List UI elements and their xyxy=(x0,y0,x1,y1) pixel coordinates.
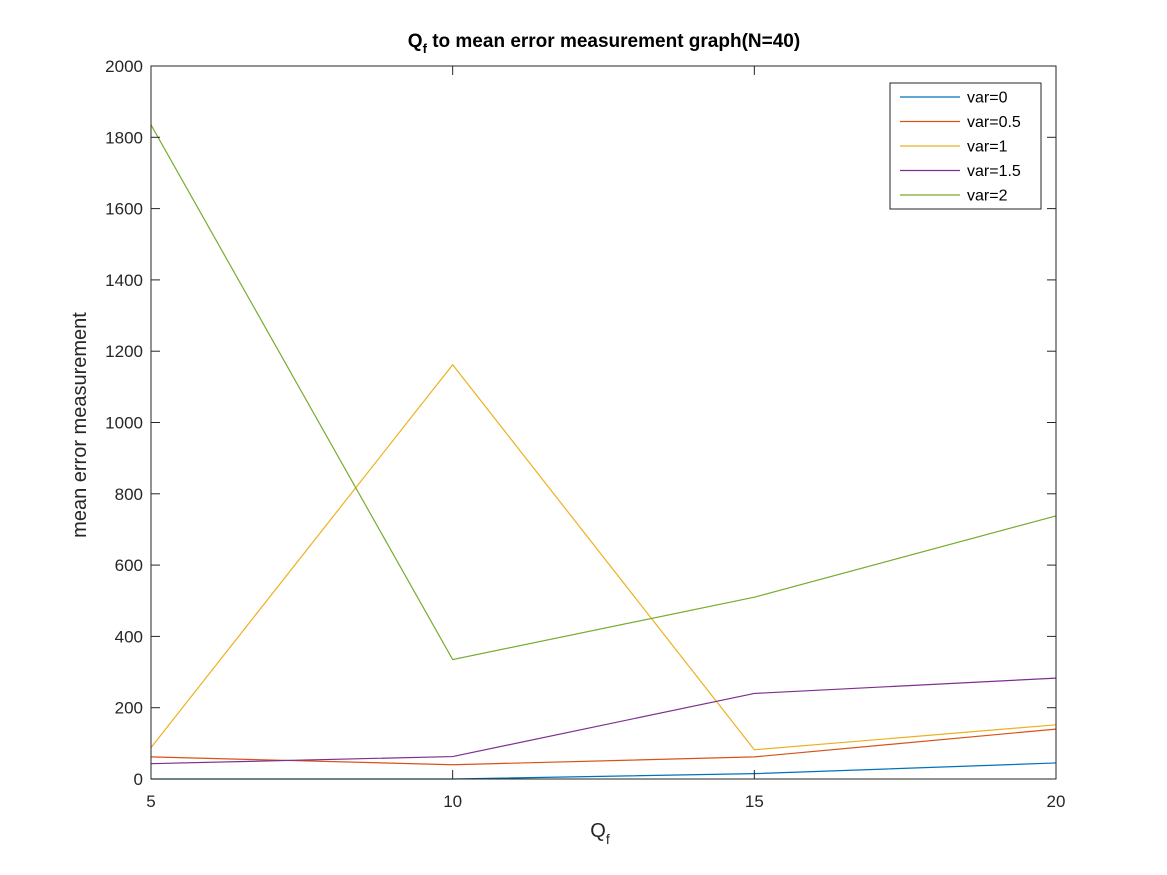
series-line-var-2 xyxy=(150,124,1057,661)
series-line-var-1 xyxy=(150,363,1057,751)
y-tick-label: 1800 xyxy=(105,128,143,147)
y-tick-label: 1600 xyxy=(105,200,143,219)
x-axis-title: Qf xyxy=(590,820,610,847)
tick-layer: 5 10 15 20020040060080010001200140016001800… xyxy=(105,57,1065,811)
y-tick-label: 600 xyxy=(115,556,143,575)
x-tick-label: 15 xyxy=(745,792,764,811)
chart-title: Qf to mean error measurement graph(N=40) xyxy=(408,31,800,56)
y-tick-label: 1000 xyxy=(105,414,143,433)
x-tick-label: 5 xyxy=(146,792,155,811)
y-tick-label: 2000 xyxy=(105,57,143,76)
legend-label: var=1.5 xyxy=(967,163,1021,180)
legend: var=0 var=0.5 var=1 var=1.5 var=2 xyxy=(889,82,1042,210)
x-tick-label: 20 xyxy=(1047,792,1066,811)
y-tick-label: 400 xyxy=(115,627,143,646)
x-axis-title-subscript: f xyxy=(606,831,610,847)
series-line-var-1-5 xyxy=(150,677,1057,765)
y-tick-label: 1400 xyxy=(105,271,143,290)
chart-title-subscript: f xyxy=(423,41,428,56)
chart-title-rest: to mean error measurement graph(N=40) xyxy=(427,31,800,52)
y-tick-label: 0 xyxy=(134,770,143,789)
legend-label: var=0 xyxy=(967,90,1008,107)
legend-label: var=0.5 xyxy=(967,114,1021,131)
y-tick-label: 200 xyxy=(115,699,143,718)
y-axis-title: mean error measurement xyxy=(69,312,91,538)
legend-label: var=2 xyxy=(967,188,1008,205)
series-line-var-0-5 xyxy=(150,728,1057,766)
y-tick-label: 1200 xyxy=(105,342,143,361)
y-tick-label: 800 xyxy=(115,485,143,504)
x-tick-label: 10 xyxy=(443,792,462,811)
legend-label: var=1 xyxy=(967,139,1008,156)
